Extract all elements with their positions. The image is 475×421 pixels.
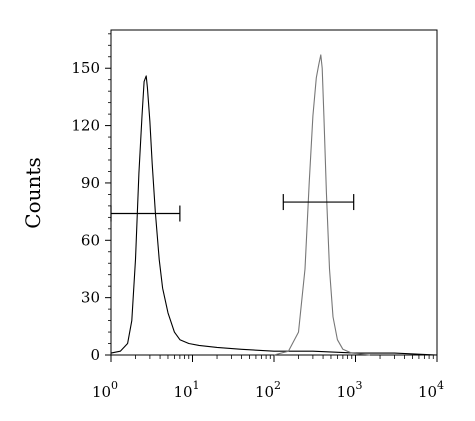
y-tick-label: 60 <box>81 231 100 249</box>
x-tick-label: 103 <box>336 379 362 401</box>
y-axis-title: Counts <box>21 157 45 228</box>
y-tick-label: 30 <box>81 289 100 307</box>
x-tick-label: 102 <box>255 379 281 401</box>
y-tick-label: 0 <box>90 346 100 364</box>
y-tick-label: 120 <box>71 117 100 135</box>
x-tick-label: 100 <box>92 379 118 401</box>
x-tick-label: 104 <box>418 379 444 401</box>
histogram-series-1 <box>110 75 438 356</box>
y-tick-label: 150 <box>71 59 100 77</box>
y-tick-label: 90 <box>81 174 100 192</box>
plot-frame <box>110 29 438 356</box>
histogram-series-2 <box>273 54 370 356</box>
x-tick-label: 101 <box>173 379 199 401</box>
